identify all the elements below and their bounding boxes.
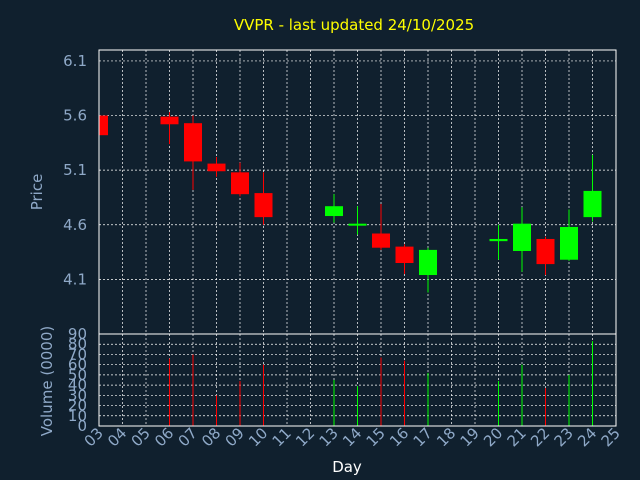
x-tick-label: 17 xyxy=(410,424,436,450)
price-tick-label: 4.6 xyxy=(63,216,87,234)
x-tick-label: 12 xyxy=(292,424,318,450)
candle-body xyxy=(583,190,602,218)
x-axis-label: Day xyxy=(332,458,362,476)
volume-tick-label: 50 xyxy=(68,366,87,384)
price-y-ticks: 4.1 4.6 5.1 5.6 6.1 xyxy=(63,52,87,288)
x-tick-label: 19 xyxy=(457,424,483,450)
candle-body xyxy=(395,246,414,263)
candle-body xyxy=(489,238,508,242)
candle-body xyxy=(348,223,367,226)
volume-tick-label: 40 xyxy=(68,376,87,394)
x-tick-label: 22 xyxy=(527,424,553,450)
x-tick-label: 20 xyxy=(480,424,506,450)
candle-body xyxy=(560,226,578,260)
candle-body xyxy=(207,163,226,172)
x-tick-label: 11 xyxy=(269,424,295,450)
volume-panel-frame xyxy=(98,333,617,427)
volume-tick-label: 60 xyxy=(68,356,87,374)
x-tick-label: 25 xyxy=(598,424,624,450)
x-tick-label: 07 xyxy=(175,424,201,450)
volume-tick-label: 70 xyxy=(68,345,87,363)
volume-tick-label: 10 xyxy=(68,407,87,425)
price-tick-label: 5.6 xyxy=(63,107,87,125)
x-tick-label: 18 xyxy=(433,424,459,450)
chart-title: VVPR - last updated 24/10/2025 xyxy=(234,16,474,34)
candle-body xyxy=(372,233,390,248)
volume-tick-label: 0 xyxy=(77,417,87,435)
candle-body xyxy=(254,193,273,218)
x-tick-label: 16 xyxy=(386,424,412,450)
candle-body xyxy=(184,123,202,162)
volume-axis-label: Volume (0000) xyxy=(38,326,56,436)
volume-tick-label: 80 xyxy=(68,335,87,353)
x-ticks: 0304050607080910111213141516171819202122… xyxy=(81,424,624,450)
x-tick-label: 15 xyxy=(363,424,389,450)
x-tick-label: 08 xyxy=(198,424,224,450)
x-tick-label: 05 xyxy=(128,424,154,450)
price-tick-label: 4.1 xyxy=(63,270,87,288)
volume-tick-label: 30 xyxy=(68,386,87,404)
x-tick-label: 06 xyxy=(151,424,177,450)
candle-body xyxy=(419,249,437,276)
x-tick-label: 24 xyxy=(574,424,600,450)
x-tick-label: 13 xyxy=(316,424,342,450)
candle-body xyxy=(231,172,249,195)
candle-body xyxy=(513,223,531,251)
x-tick-label: 21 xyxy=(504,424,530,450)
volume-tick-label: 20 xyxy=(68,397,87,415)
x-tick-label: 04 xyxy=(104,424,130,450)
x-tick-label: 23 xyxy=(551,424,577,450)
candle-body xyxy=(536,238,555,265)
volume-tick-label: 90 xyxy=(68,325,87,343)
x-tick-label: 10 xyxy=(245,424,271,450)
candles xyxy=(98,112,602,293)
candle-body xyxy=(325,206,343,217)
volume-bars xyxy=(169,341,593,426)
x-tick-label: 09 xyxy=(222,424,248,450)
price-tick-label: 5.1 xyxy=(63,161,87,179)
candle-body xyxy=(99,115,108,136)
price-axis-label: Price xyxy=(28,174,46,211)
price-tick-label: 6.1 xyxy=(63,52,87,70)
x-tick-label: 14 xyxy=(339,424,365,450)
candle-body xyxy=(160,116,179,125)
price-grid xyxy=(98,50,617,334)
